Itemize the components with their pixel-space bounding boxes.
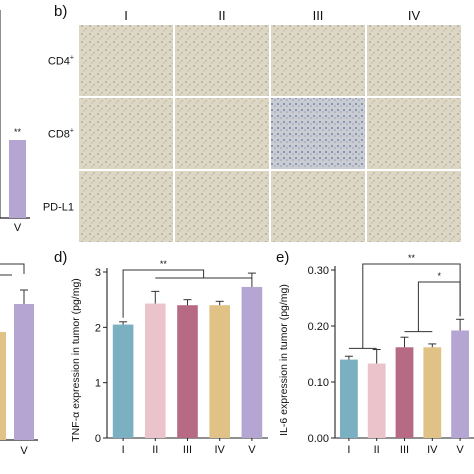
x-tick-label: I [347,444,350,456]
panel-c-x-label: V [20,445,28,457]
panel-b: b) I II III IV CD4+CD8+PD-L1 [43,3,461,242]
ihc-image-r2-c4 [367,98,461,169]
ihc-image-r3-c2 [175,171,269,242]
significance-label: ** [160,259,168,269]
y-tick-label: 3 [95,267,101,279]
panel-b-column-labels: I II III IV [124,8,420,23]
x-tick-label: III [400,444,409,456]
panel-b-image-grid [79,25,461,242]
panel-b-row-label-1: CD4+ [48,55,74,68]
panel-d-y-axis-label: TNF-α expression in tumor (pg/mg) [70,278,82,442]
panel-b-column-ii: II [218,8,225,23]
ihc-image-r2-c2 [175,98,269,169]
bar-iii [177,305,198,438]
ihc-image-r1-c4 [367,25,461,96]
panel-b-row-labels: CD4+ CD8+ PD-L1 [43,55,74,214]
bar-i [112,324,134,438]
x-tick-label: V [456,444,464,456]
panel-e: e) IL-6 expression in tumor (pg/mg) 0.00… [276,249,474,456]
panel-b-letter: b) [54,3,67,20]
panel-a-significance: ** [14,127,22,137]
panel-d: d) TNF-α expression in tumor (pg/mg) 0 1 2… [54,249,268,456]
panel-b-column-i: I [124,8,128,23]
y-tick-label: 0.30 [308,265,329,277]
y-tick-label: 2 [95,322,101,334]
significance-bracket-2 [404,281,461,333]
y-tick-label: 0.10 [308,377,329,389]
panel-b-column-iii: III [313,8,324,23]
x-tick-label: I [122,444,125,456]
significance-label-2: * [437,271,441,281]
significance-bracket-1 [348,263,461,349]
x-tick-label: V [248,444,256,456]
y-tick-label: 0 [95,433,101,445]
ihc-image-r3-c4 [367,171,461,242]
panel-e-letter: e) [276,249,289,266]
x-tick-label: II [374,444,380,456]
x-tick-label: IV [427,444,438,456]
significance-label-1: ** [408,253,416,263]
panel-c-sig-bracket-1 [0,263,25,274]
y-tick-label: 0.00 [308,433,329,445]
bar-v [451,330,469,438]
y-tick-label: 0.20 [308,321,329,333]
panel-a-partial: ** V [0,10,30,234]
panel-a-bar-v [9,140,26,218]
bar-v [241,286,263,438]
bar-i [340,359,358,438]
panel-d-letter: d) [54,249,67,266]
x-tick-label: III [183,444,192,456]
panel-b-column-iv: IV [408,8,421,23]
bar-iv [209,305,231,438]
ihc-image-r3-c3 [271,171,365,242]
bar-iii [395,347,414,438]
ihc-image-r2-c1 [79,98,173,169]
panel-a-x-label: V [14,222,22,234]
ihc-image-r1-c3 [271,25,365,96]
x-tick-label: II [152,444,158,456]
y-tick-label: 1 [95,378,101,390]
bar-ii [144,303,166,438]
panel-c-bar-v [14,304,34,440]
chart-e: 0.000.100.200.30I II III IV V*** [308,253,474,456]
panel-c-bar-iv [0,332,6,440]
bar-ii [367,363,386,438]
ihc-image-r1-c2 [175,25,269,96]
ihc-image-r1-c1 [79,25,173,96]
x-tick-label: IV [214,444,225,456]
significance-bracket [122,269,205,318]
panel-e-y-axis-label: IL-6 expression in tumor (pg/mg) [278,284,290,436]
ihc-image-r3-c1 [79,171,173,242]
panel-b-row-label-3: PD-L1 [43,202,74,214]
ihc-image-r2-c3 [271,98,365,169]
panel-b-row-label-2: CD8+ [48,128,74,141]
bar-iv [423,347,442,438]
panel-c-partial: V [0,263,38,457]
